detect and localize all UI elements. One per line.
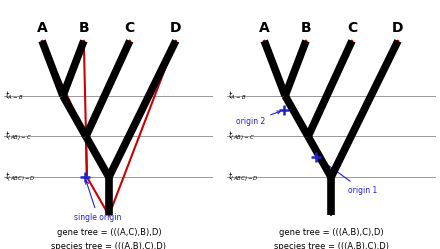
Text: species tree = (((A,B),C),D): species tree = (((A,B),C),D)	[274, 242, 389, 249]
Text: $t_{\mathregular{A-B}}$: $t_{\mathregular{A-B}}$	[5, 90, 24, 102]
Text: single origin: single origin	[74, 181, 122, 222]
Text: -: -	[396, 0, 400, 3]
Text: +: +	[37, 0, 48, 3]
Text: B: B	[301, 21, 312, 35]
Text: $t_{\mathregular{(AB)-C}}$: $t_{\mathregular{(AB)-C}}$	[227, 129, 254, 143]
Text: gene tree = (((A,B),C),D): gene tree = (((A,B),C),D)	[279, 228, 383, 237]
Text: origin 1: origin 1	[320, 159, 377, 195]
Text: +: +	[259, 0, 270, 3]
Text: +: +	[125, 0, 135, 3]
Text: origin 2: origin 2	[236, 111, 280, 126]
Text: +: +	[347, 0, 357, 3]
Text: $t_{\mathregular{(ABC)-D}}$: $t_{\mathregular{(ABC)-D}}$	[227, 170, 258, 184]
Text: C: C	[347, 21, 357, 35]
Text: A: A	[37, 21, 48, 35]
Text: B: B	[78, 21, 89, 35]
Text: -: -	[81, 0, 86, 3]
Text: gene tree = (((A,C),B),D): gene tree = (((A,C),B),D)	[57, 228, 161, 237]
Text: -: -	[173, 0, 178, 3]
Text: species tree = (((A,B),C),D): species tree = (((A,B),C),D)	[51, 242, 166, 249]
Text: $t_{\mathregular{(AB)-C}}$: $t_{\mathregular{(AB)-C}}$	[5, 129, 32, 143]
Text: A: A	[259, 21, 270, 35]
Text: C: C	[125, 21, 135, 35]
Text: D: D	[170, 21, 182, 35]
Text: $t_{\mathregular{A-B}}$: $t_{\mathregular{A-B}}$	[227, 90, 246, 102]
Text: D: D	[392, 21, 404, 35]
Text: -: -	[304, 0, 308, 3]
Text: $t_{\mathregular{(ABC)-D}}$: $t_{\mathregular{(ABC)-D}}$	[5, 170, 36, 184]
